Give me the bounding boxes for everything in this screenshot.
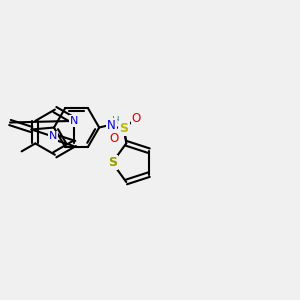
Text: N: N [49,131,57,142]
Text: O: O [131,112,140,125]
Text: N: N [70,116,79,126]
Text: N: N [107,119,116,132]
Text: H: H [112,116,120,125]
Text: O: O [109,132,119,145]
Text: S: S [108,156,117,169]
Text: S: S [119,122,128,135]
